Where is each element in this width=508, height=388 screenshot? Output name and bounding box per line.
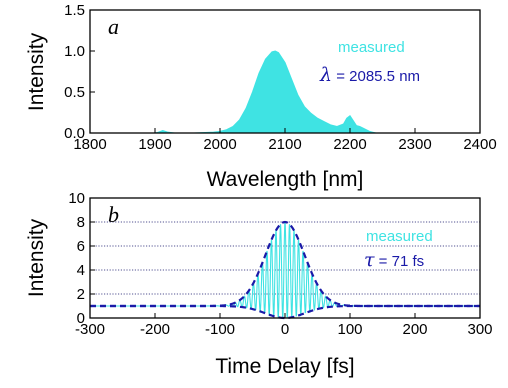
panel-b-label: b (108, 202, 119, 227)
tau-symbol: τ (364, 249, 375, 271)
panel-a-x-tick-label: 2000 (203, 136, 236, 153)
envelope-lower-dashed-line (90, 304, 480, 320)
panel-a-y-tick-label: 1.0 (64, 43, 85, 60)
panel-b-x-axis-label: Time Delay [fs] (215, 355, 354, 378)
panel-a-x-ticks: 1800 1900 2000 2100 2200 2300 2400 (73, 128, 497, 153)
panel-b-y-tick-label: 0 (77, 310, 85, 327)
panel-b-annotation: τ = 71 fs (364, 249, 424, 271)
panel-b-x-tick-label: -300 (75, 321, 105, 338)
panel-b-x-ticks: -300 -200 -100 0 100 200 300 (75, 313, 493, 338)
panel-b-x-tick-label: 0 (281, 321, 289, 338)
wavelength-value: = 2085.5 nm (332, 68, 420, 85)
panel-a-y-tick-label: 1.5 (64, 2, 85, 19)
panel-a-y-ticks: 0.0 0.5 1.0 1.5 (64, 2, 95, 142)
panel-a-y-tick-label: 0.5 (64, 84, 85, 101)
panel-b-x-tick-label: -200 (140, 321, 170, 338)
panel-b-x-tick-label: -100 (205, 321, 235, 338)
panel-a-x-tick-label: 1900 (138, 136, 171, 153)
panel-b-x-tick-label: 100 (337, 321, 362, 338)
panel-b-y-tick-label: 6 (77, 238, 85, 255)
panel-a-annotation: λ = 2085.5 nm (319, 64, 420, 86)
envelope-layer (90, 220, 480, 320)
panel-b-x-tick-label: 200 (402, 321, 427, 338)
lambda-symbol: λ (319, 64, 332, 86)
panel-a-legend-measured: measured (338, 39, 405, 56)
panel-a-y-axis-label: Intensity (25, 32, 48, 111)
panel-b-y-tick-label: 10 (68, 190, 85, 207)
panel-b-gridlines (90, 221, 480, 295)
panel-b-y-axis-label: Intensity (25, 218, 48, 297)
panel-a-spectrum: 1800 1900 2000 2100 2200 2300 2400 0.0 0.5 1.0 1.… (25, 2, 497, 191)
panel-b-y-tick-label: 2 (77, 286, 85, 303)
panel-a-x-tick-label: 1800 (73, 136, 106, 153)
pulse-width-value: = 71 fs (375, 253, 425, 270)
panel-a-x-tick-label: 2300 (398, 136, 431, 153)
panel-b-x-tick-label: 300 (467, 321, 492, 338)
panel-a-x-tick-label: 2200 (333, 136, 366, 153)
panel-a-label: a (108, 14, 119, 39)
panel-a-x-axis-label: Wavelength [nm] (207, 168, 364, 191)
measured-spectrum-area (90, 50, 480, 134)
panel-b-y-tick-label: 4 (77, 262, 85, 279)
panel-b-y-tick-label: 8 (77, 214, 85, 231)
spectrum-area-layer (90, 50, 480, 134)
panel-a-x-tick-label: 2400 (463, 136, 496, 153)
panel-a-x-tick-label: 2100 (268, 136, 301, 153)
panel-b-legend-measured: measured (366, 228, 433, 245)
panel-b-y-ticks: 0 2 4 6 8 10 (68, 190, 95, 327)
panel-b-autocorrelation: -300 -200 -100 0 100 200 300 0 2 4 6 8 10 b measure… (25, 190, 493, 378)
panel-a-y-tick-label: 0.0 (64, 125, 85, 142)
